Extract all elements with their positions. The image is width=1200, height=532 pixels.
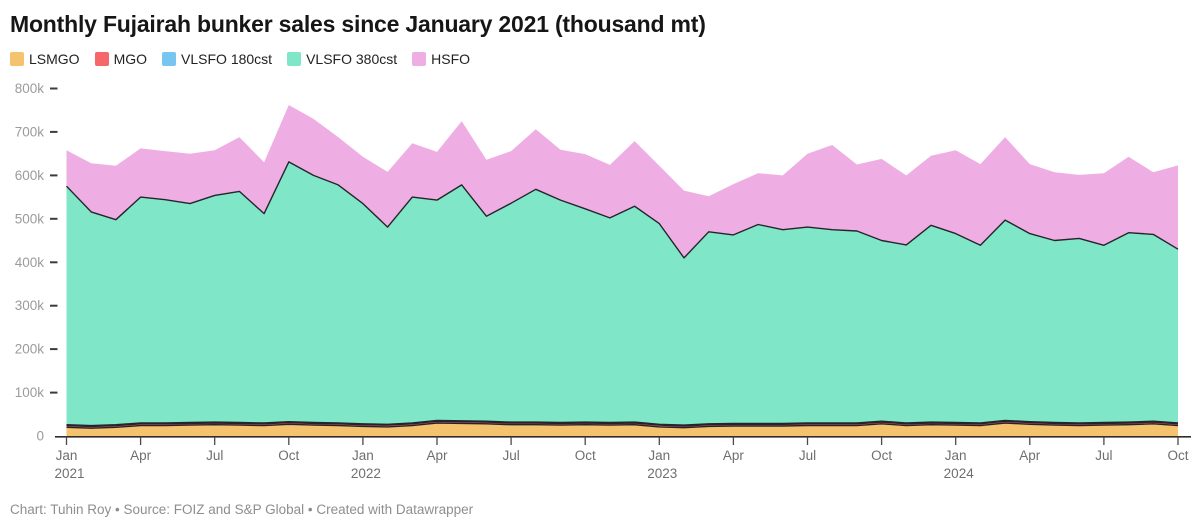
x-tick-label: Jan xyxy=(56,448,78,463)
legend-label-hsfo: HSFO xyxy=(431,51,471,67)
stacked-area-chart: 0 100k 200k 300k 400k 500k 600k 700k 800k Jan 2021… xyxy=(15,81,1191,481)
legend-swatch-mgo xyxy=(94,52,109,66)
area-outline-vlsfo-380cst xyxy=(65,161,1179,259)
x-tick-label: Jan xyxy=(648,448,670,463)
x-tick-year-label: 2023 xyxy=(647,466,677,481)
legend-item-hsfo: HSFO xyxy=(412,51,470,67)
x-tick-year-label: 2022 xyxy=(351,466,381,481)
x-tick-label: Oct xyxy=(278,448,299,463)
area-vlsfo-380cst xyxy=(66,161,1178,426)
x-tick-label: Jan xyxy=(352,448,374,463)
chart-title: Monthly Fujairah bunker sales since Janu… xyxy=(10,11,706,37)
chart-footer: Chart: Tuhin Roy • Source: FOIZ and S&P … xyxy=(10,502,474,517)
legend-swatch-lsmgo xyxy=(10,52,24,66)
y-tick-label: 0 xyxy=(36,429,44,444)
area-outline-mgo xyxy=(66,420,1179,428)
x-tick-label: Jul xyxy=(1095,448,1112,463)
y-tick-label: 700k xyxy=(15,124,45,139)
y-tick-label: 400k xyxy=(15,255,45,270)
x-tick-label: Oct xyxy=(871,448,892,463)
x-tick-label: Jul xyxy=(502,448,519,463)
legend-label-vlsfo-180cst: VLSFO 180cst xyxy=(181,51,273,67)
x-tick-label: Apr xyxy=(1019,448,1041,463)
x-tick-label: Jan xyxy=(945,448,967,463)
x-axis: Jan 2021 Apr Jul Oct Jan 2022 Apr Jul Oct Jan 2023 A… xyxy=(54,435,1191,481)
x-tick-label: Oct xyxy=(575,448,596,463)
x-tick-label: Apr xyxy=(130,448,152,463)
legend-swatch-vlsfo-180cst xyxy=(162,52,177,66)
area-layers xyxy=(65,105,1179,436)
x-tick-label: Apr xyxy=(723,448,745,463)
legend-item-lsmgo: LSMGO xyxy=(10,51,80,67)
x-tick-label: Jul xyxy=(206,448,223,463)
y-tick-label: 100k xyxy=(15,385,45,400)
area-hsfo xyxy=(66,105,1178,258)
x-tick-label: Apr xyxy=(426,448,448,463)
y-tick-label: 500k xyxy=(15,211,45,226)
x-tick-label: Jul xyxy=(799,448,816,463)
y-tick-label: 200k xyxy=(15,342,45,357)
legend-item-mgo: MGO xyxy=(94,51,148,67)
area-outline-lsmgo xyxy=(66,422,1179,429)
legend-label-vlsfo-380cst: VLSFO 380cst xyxy=(306,51,398,67)
legend-label-lsmgo: LSMGO xyxy=(29,51,80,67)
legend-item-vlsfo-180cst: VLSFO 180cst xyxy=(162,51,272,67)
y-tick-label: 300k xyxy=(15,298,45,313)
legend-swatch-vlsfo-380cst xyxy=(287,52,302,66)
legend-item-vlsfo-380cst: VLSFO 380cst xyxy=(287,51,397,67)
area-outline-vlsfo-180cst xyxy=(66,419,1179,427)
x-tick-label: Oct xyxy=(1167,448,1188,463)
legend-swatch-hsfo xyxy=(412,52,427,66)
x-tick-year-label: 2024 xyxy=(944,466,975,481)
legend-label-mgo: MGO xyxy=(113,51,148,67)
legend: LSMGO MGO VLSFO 180cst VLSFO 380cst HSFO xyxy=(10,51,470,67)
y-tick-label: 600k xyxy=(15,168,45,183)
y-tick-label: 800k xyxy=(15,81,45,96)
x-tick-year-label: 2021 xyxy=(54,466,84,481)
y-axis: 0 100k 200k 300k 400k 500k 600k 700k 800k xyxy=(15,81,58,444)
